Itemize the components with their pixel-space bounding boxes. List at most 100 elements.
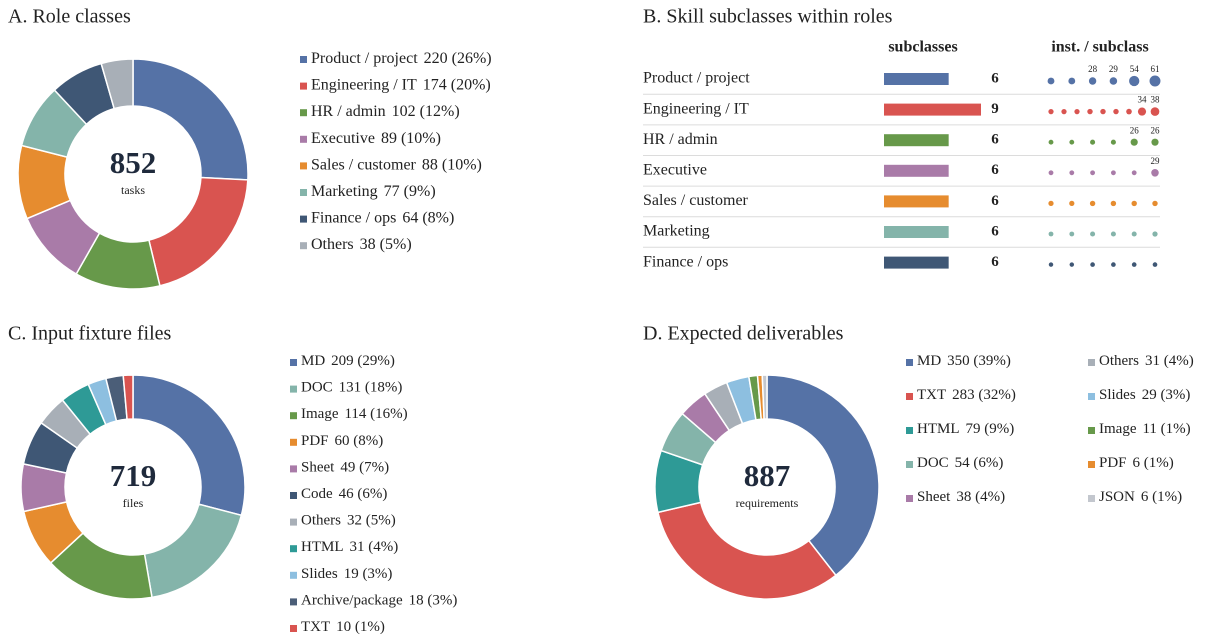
- center-total: 887: [744, 458, 791, 493]
- legend-swatch: [906, 461, 913, 468]
- legend-name: Archive/package: [301, 593, 403, 609]
- dot: [1068, 77, 1076, 85]
- dot: [1152, 200, 1158, 207]
- legend-swatch: [290, 625, 297, 632]
- donut-slice: [132, 374, 246, 517]
- dot: [1048, 170, 1054, 176]
- column-header: inst. / subclass: [1051, 39, 1148, 56]
- donut-slice: [147, 176, 249, 287]
- legend-name: Code: [301, 486, 333, 502]
- legend-value: 19 (3%): [344, 566, 393, 582]
- dot: [1090, 231, 1096, 237]
- legend-value: 38 (5%): [360, 236, 412, 253]
- legend-name: DOC: [301, 380, 333, 396]
- bar-value: 9: [991, 101, 999, 117]
- dot-label: 34: [1138, 95, 1148, 105]
- legend-name: PDF: [1099, 455, 1127, 471]
- row-label: Marketing: [643, 223, 710, 240]
- legend-entry: DOC 131 (18%): [301, 380, 402, 396]
- legend-value: 209 (29%): [331, 353, 395, 369]
- legend-name: Others: [311, 236, 354, 253]
- legend-swatch: [300, 242, 307, 250]
- legend-swatch: [1088, 393, 1095, 400]
- dot: [1131, 200, 1137, 207]
- legend-entry: MD 350 (39%): [917, 353, 1011, 369]
- dot: [1152, 231, 1158, 237]
- legend-name: Sales / customer: [311, 156, 417, 173]
- legend-name: TXT: [917, 387, 946, 403]
- dot: [1069, 170, 1075, 176]
- bar-value: 6: [991, 254, 999, 270]
- center-label: files: [123, 496, 144, 510]
- legend-entry: Others 31 (4%): [1099, 353, 1194, 369]
- legend-name: HTML: [301, 540, 344, 556]
- legend-name: Sheet: [301, 460, 335, 476]
- legend-value: 49 (7%): [340, 460, 389, 476]
- row-label: HR / admin: [643, 131, 718, 148]
- legend-name: Others: [1099, 353, 1139, 369]
- dot: [1151, 138, 1159, 146]
- legend-swatch: [300, 56, 307, 63]
- center-total: 719: [110, 458, 157, 493]
- dot: [1151, 169, 1159, 177]
- legend-entry: Sheet 49 (7%): [301, 460, 389, 476]
- dot: [1131, 231, 1137, 237]
- legend-swatch: [290, 545, 297, 553]
- dot: [1088, 77, 1097, 85]
- legend-entry: Image 114 (16%): [301, 407, 408, 423]
- legend-value: 32 (5%): [347, 513, 396, 529]
- legend-name: Image: [301, 407, 339, 423]
- dot: [1137, 107, 1147, 116]
- legend-name: MD: [917, 353, 941, 369]
- legend-swatch: [290, 412, 297, 420]
- legend-entry: DOC 54 (6%): [917, 455, 1003, 471]
- legend-name: DOC: [917, 455, 949, 471]
- dot: [1129, 75, 1140, 87]
- legend-value: 174 (20%): [423, 76, 491, 93]
- legend-entry: PDF 6 (1%): [1099, 455, 1174, 471]
- legend-swatch: [300, 162, 307, 170]
- donut-slice: [122, 374, 134, 421]
- donut-slice: [766, 374, 880, 577]
- dot: [1110, 139, 1116, 145]
- dot: [1110, 231, 1116, 237]
- legend-entry: Slides 29 (3%): [1099, 387, 1190, 403]
- dot: [1131, 170, 1137, 176]
- legend-entry: Code 46 (6%): [301, 486, 387, 502]
- legend-value: 131 (18%): [339, 380, 403, 396]
- legend-value: 54 (6%): [955, 455, 1004, 471]
- legend-value: 6 (1%): [1141, 489, 1182, 505]
- legend-swatch: [300, 189, 307, 196]
- legend-swatch: [290, 359, 297, 366]
- column-header: subclasses: [888, 39, 957, 56]
- legend-value: 31 (4%): [350, 540, 399, 556]
- dot: [1074, 108, 1080, 115]
- dot-label: 61: [1151, 64, 1160, 74]
- row-label: Sales / customer: [643, 192, 749, 209]
- legend-value: 46 (6%): [339, 486, 388, 502]
- dot: [1069, 231, 1075, 237]
- legend-swatch: [290, 598, 297, 606]
- dot: [1090, 262, 1095, 267]
- legend-value: 31 (4%): [1145, 353, 1194, 369]
- legend-entry: Archive/package 18 (3%): [301, 593, 457, 609]
- dot: [1087, 108, 1093, 115]
- dot: [1150, 107, 1160, 116]
- row-label: Executive: [643, 161, 707, 178]
- center-label: tasks: [121, 183, 145, 197]
- chart-title: D. Expected deliverables: [643, 323, 844, 345]
- legend-value: 11 (1%): [1142, 421, 1190, 437]
- legend-name: HR / admin: [311, 103, 386, 120]
- donut-slice: [100, 58, 134, 110]
- legend-swatch: [1088, 495, 1095, 502]
- dot: [1090, 170, 1096, 176]
- legend-value: 77 (9%): [384, 183, 436, 200]
- legend-entry: Image 11 (1%): [1099, 421, 1191, 437]
- legend-entry: TXT 10 (1%): [301, 619, 385, 635]
- dot: [1109, 77, 1118, 85]
- bar: [884, 134, 949, 147]
- dot-label: 26: [1130, 125, 1140, 135]
- dot-label: 28: [1088, 64, 1098, 74]
- dot: [1047, 77, 1055, 85]
- dot: [1089, 200, 1096, 207]
